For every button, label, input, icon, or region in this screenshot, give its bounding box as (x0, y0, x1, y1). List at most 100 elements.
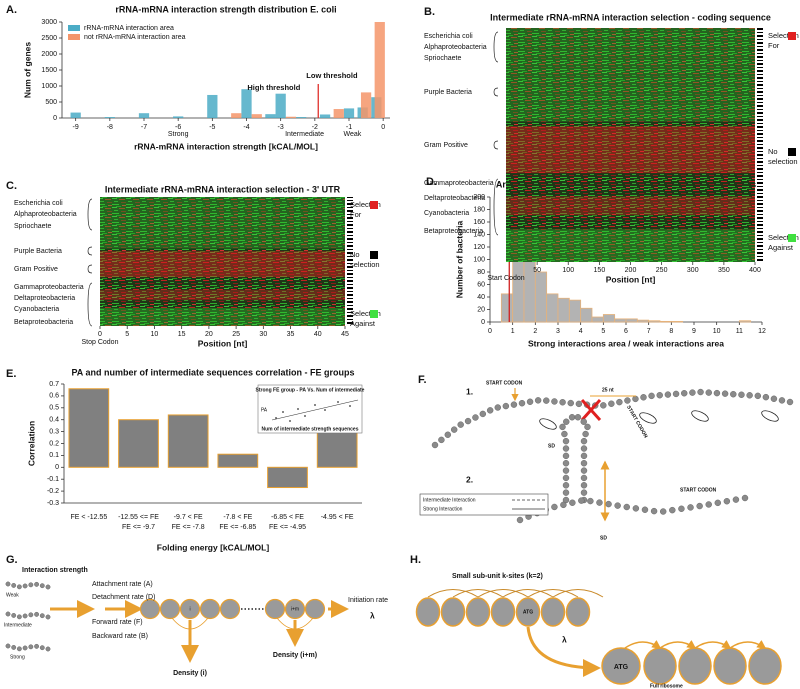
x-tick-label: -4.95 < FE (321, 514, 354, 521)
hop-arc (624, 640, 662, 649)
nucleotide (696, 502, 703, 510)
nucleotide (22, 583, 28, 589)
x-tick-label: 0 (381, 124, 385, 131)
group-label: Spriochaete (14, 223, 51, 230)
ribosome-outline (761, 410, 779, 422)
heatmap-band (506, 28, 755, 122)
y-tick-label: 100 (473, 256, 485, 263)
nucleotide (575, 400, 583, 408)
bar (568, 299, 582, 323)
group-brace (493, 31, 499, 63)
nucleotide (672, 390, 680, 398)
k-site (565, 597, 591, 627)
group-label: Escherichia coli (14, 200, 63, 207)
hop-arc (452, 589, 504, 598)
x-tick-label: 10 (151, 331, 159, 338)
legend-label: selection (768, 157, 798, 166)
x-tick-label: 1 (511, 328, 515, 335)
legend-swatch (370, 251, 378, 259)
legend-label: For (350, 210, 362, 219)
bar (316, 428, 358, 468)
y-tick-label: 0.6 (49, 393, 59, 400)
nucleotide (697, 388, 704, 396)
x-tick-label: FE <= -7.8 (172, 524, 205, 531)
nucleotide (486, 407, 494, 414)
ribosome (601, 647, 641, 685)
group-label: Gram Positive (424, 142, 468, 149)
nucleotide (580, 460, 588, 467)
x-tick-label: -4 (243, 124, 249, 131)
nucleotide (578, 497, 585, 504)
nucleotide (16, 646, 22, 652)
group-label: Gammaproteobacteria (14, 284, 84, 291)
nucleotide (562, 452, 570, 460)
x-tick-label: 3 (556, 328, 560, 335)
nucleotide (567, 399, 574, 407)
panel-letter: A. (6, 4, 17, 16)
bar (625, 318, 638, 323)
nucleotide (16, 584, 22, 590)
nucleotide (450, 426, 458, 433)
nucleotide (659, 508, 667, 515)
nucleotide (762, 393, 770, 401)
bar (546, 293, 559, 323)
bar (343, 108, 355, 118)
x-tick-label: -9.7 < FE (174, 514, 203, 521)
x-tick-label: -1 (346, 124, 352, 131)
nucleotide (39, 645, 45, 651)
nucleotide (39, 613, 45, 619)
x-tick-label: 40 (314, 331, 322, 338)
annotation: Weak (344, 131, 362, 138)
y-tick-label: 80 (477, 269, 485, 276)
y-tick-label: 2500 (41, 35, 57, 42)
nucleotide (45, 584, 51, 590)
y-tick-label: 120 (473, 244, 485, 251)
nucleotide (624, 397, 631, 404)
x-tick-label: 7 (647, 328, 651, 335)
nucleotide (580, 467, 588, 474)
nucleotide (438, 436, 445, 444)
k-site (415, 597, 441, 627)
bar (267, 466, 308, 489)
bar (534, 271, 548, 323)
bar (648, 320, 661, 323)
diagram-text: Intermediate Interaction (423, 497, 476, 503)
y-tick-label: 1000 (41, 83, 57, 90)
hop-arc (427, 589, 479, 598)
bar (118, 419, 159, 468)
nucleotide (479, 410, 487, 418)
selection-strip (757, 28, 763, 262)
hop-arc (502, 589, 554, 598)
x-axis-label: Position [nt] (198, 338, 248, 348)
ribosome (748, 647, 782, 685)
site (219, 598, 241, 620)
panel-letter: E. (6, 368, 16, 380)
nucleotide (5, 643, 11, 649)
x-tick-label: 0 (98, 331, 102, 338)
nucleotide (584, 423, 591, 431)
bar (360, 92, 372, 118)
group-label: Spriochaete (424, 55, 461, 62)
heatmap-band (506, 196, 755, 216)
diagram-text: Backward rate (B) (92, 633, 148, 640)
bar (319, 114, 331, 118)
nucleotide (444, 431, 451, 438)
legend-label: Selection (768, 233, 799, 242)
nucleotide (600, 402, 607, 409)
hop-arc (552, 589, 604, 598)
nucleotide (705, 501, 712, 508)
site (284, 598, 306, 620)
nucleotide (738, 391, 745, 398)
bar (591, 316, 604, 323)
bar (374, 22, 385, 118)
x-tick-label: -6.85 < FE (271, 514, 304, 521)
nucleotide (574, 414, 582, 421)
bar (167, 414, 209, 468)
x-tick-label: FE <= -6.85 (219, 524, 256, 531)
nucleotide (510, 401, 518, 408)
x-tick-label: 6 (624, 328, 628, 335)
x-axis-label: Folding energy [kCAL/MOL] (157, 542, 270, 552)
inset-point (349, 405, 351, 407)
inset-point (289, 420, 291, 422)
